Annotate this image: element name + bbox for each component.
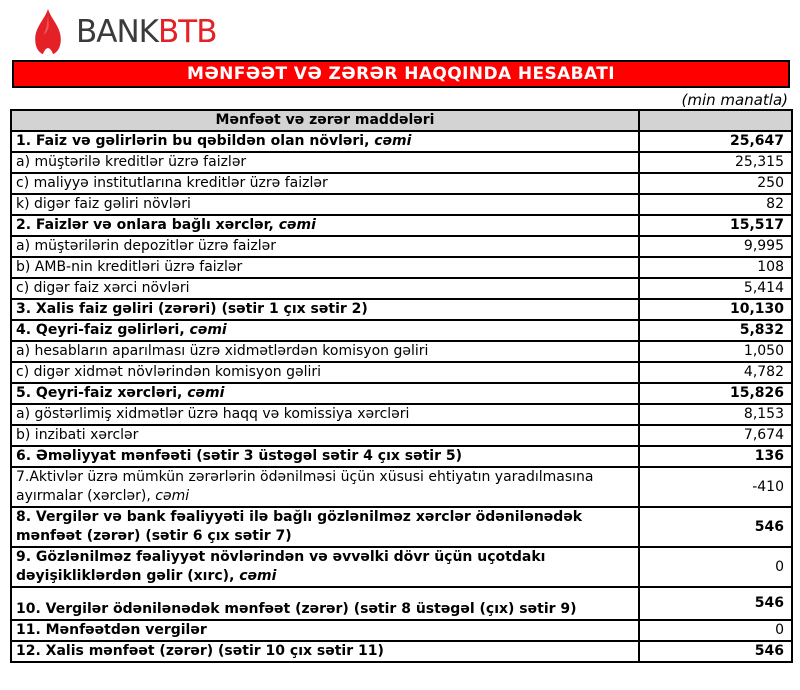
table-row: 1. Faiz və gəlirlərin bu qəbildən olan n…: [10, 130, 793, 153]
table-row: 5. Qeyri-faiz xərcləri, cəmi 15,826: [10, 382, 793, 405]
logo-bank-text: BANK: [76, 14, 159, 50]
page-header: BANKBTB: [0, 0, 800, 58]
table-row: 2. Faizlər və onlara bağlı xərclər, cəmi…: [10, 214, 793, 237]
row-value: 0: [638, 546, 793, 588]
row-label: k) digər faiz gəliri növləri: [10, 193, 640, 216]
table-row: 7.Aktivlər üzrə mümkün zərərlərin ödənil…: [10, 466, 793, 508]
row-value: 15,517: [638, 214, 793, 237]
row-label-suffix: cəmi: [234, 568, 277, 584]
unit-note: (min manatla): [681, 91, 788, 109]
logo-btb-text: BTB: [158, 14, 217, 50]
table-row: a) göstərlimiş xidmətlər üzrə haqq və ko…: [10, 403, 793, 426]
row-label: 5. Qeyri-faiz xərcləri, cəmi: [10, 382, 640, 405]
profit-loss-table: Mənfəət və zərər maddələri 1. Faiz və gə…: [10, 109, 793, 663]
row-value: 5,832: [638, 319, 793, 342]
bank-logo: BANKBTB: [30, 8, 217, 56]
pl-table-body: 1. Faiz və gəlirlərin bu qəbildən olan n…: [10, 130, 793, 663]
row-label: c) maliyyə institutlarına kreditlər üzrə…: [10, 172, 640, 195]
row-label: 8. Vergilər və bank fəaliyyəti ilə bağlı…: [10, 506, 640, 548]
table-row: c) digər faiz xərci növləri 5,414: [10, 277, 793, 300]
row-label: b) inzibati xərclər: [10, 424, 640, 447]
row-label-suffix: cəmi: [273, 217, 316, 233]
table-header-label: Mənfəət və zərər maddələri: [10, 109, 640, 132]
row-value: 7,674: [638, 424, 793, 447]
row-label: 11. Mənfəətdən vergilər: [10, 619, 640, 642]
table-row: 3. Xalis faiz gəliri (zərəri) (sətir 1 ç…: [10, 298, 793, 321]
row-label-suffix: cəmi: [369, 133, 412, 149]
row-label: 2. Faizlər və onlara bağlı xərclər, cəmi: [10, 214, 640, 237]
table-row: 8. Vergilər və bank fəaliyyəti ilə bağlı…: [10, 506, 793, 548]
table-row: 9. Gözlənilməz fəaliyyət növlərindən və …: [10, 546, 793, 588]
row-label: b) AMB-nin kreditləri üzrə faizlər: [10, 256, 640, 279]
table-row: a) hesabların aparılması üzrə xidmətlərd…: [10, 340, 793, 363]
table-row: c) digər xidmət növlərindən komisyon gəl…: [10, 361, 793, 384]
row-value: 0: [638, 619, 793, 642]
flame-icon: [35, 8, 61, 56]
row-value: 9,995: [638, 235, 793, 258]
row-value: 5,414: [638, 277, 793, 300]
table-row: c) maliyyə institutlarına kreditlər üzrə…: [10, 172, 793, 195]
table-header-value-empty: [638, 109, 793, 132]
row-value: 25,315: [638, 151, 793, 174]
row-value: 546: [638, 586, 793, 621]
row-label: 9. Gözlənilməz fəaliyyət növlərindən və …: [10, 546, 640, 588]
row-label: 7.Aktivlər üzrə mümkün zərərlərin ödənil…: [10, 466, 640, 508]
table-header-row: Mənfəət və zərər maddələri: [10, 109, 793, 132]
row-value: 25,647: [638, 130, 793, 153]
row-label: c) digər xidmət növlərindən komisyon gəl…: [10, 361, 640, 384]
row-value: 546: [638, 640, 793, 663]
table-row: 6. Əməliyyat mənfəəti (sətir 3 üstəgəl s…: [10, 445, 793, 468]
row-value: 1,050: [638, 340, 793, 363]
row-value: 546: [638, 506, 793, 548]
row-value: 82: [638, 193, 793, 216]
table-row: 4. Qeyri-faiz gəlirləri, cəmi 5,832: [10, 319, 793, 342]
row-label: 6. Əməliyyat mənfəəti (sətir 3 üstəgəl s…: [10, 445, 640, 468]
row-value: 4,782: [638, 361, 793, 384]
table-row: 11. Mənfəətdən vergilər 0: [10, 619, 793, 642]
table-row: b) AMB-nin kreditləri üzrə faizlər 108: [10, 256, 793, 279]
table-row: 10. Vergilər ödənilənədək mənfəət (zərər…: [10, 586, 793, 621]
row-value: 108: [638, 256, 793, 279]
row-label: c) digər faiz xərci növləri: [10, 277, 640, 300]
row-label: 3. Xalis faiz gəliri (zərəri) (sətir 1 ç…: [10, 298, 640, 321]
row-label: 12. Xalis mənfəət (zərər) (sətir 10 çıx …: [10, 640, 640, 663]
report-title-banner: MƏNFƏƏT VƏ ZƏRƏR HAQQINDA HESABATI: [12, 60, 790, 88]
table-row: 12. Xalis mənfəət (zərər) (sətir 10 çıx …: [10, 640, 793, 663]
row-label: a) hesabların aparılması üzrə xidmətlərd…: [10, 340, 640, 363]
table-row: b) inzibati xərclər 7,674: [10, 424, 793, 447]
row-value: -410: [638, 466, 793, 508]
row-label-suffix: cəmi: [184, 322, 227, 338]
row-value: 250: [638, 172, 793, 195]
table-row: a) müştərilə kreditlər üzrə faizlər 25,31…: [10, 151, 793, 174]
row-label-suffix: cəmi: [150, 488, 190, 504]
row-value: 15,826: [638, 382, 793, 405]
row-label-suffix: cəmi: [182, 385, 225, 401]
row-label: a) müştərilərin depozitlər üzrə faizlər: [10, 235, 640, 258]
row-value: 10,130: [638, 298, 793, 321]
row-value: 136: [638, 445, 793, 468]
row-value: 8,153: [638, 403, 793, 426]
row-label: 10. Vergilər ödənilənədək mənfəət (zərər…: [10, 586, 640, 621]
row-label: a) müştərilə kreditlər üzrə faizlər: [10, 151, 640, 174]
row-label: 4. Qeyri-faiz gəlirləri, cəmi: [10, 319, 640, 342]
table-row: k) digər faiz gəliri növləri 82: [10, 193, 793, 216]
logo-wordmark: BANKBTB: [76, 8, 217, 56]
row-label: 1. Faiz və gəlirlərin bu qəbildən olan n…: [10, 130, 640, 153]
table-row: a) müştərilərin depozitlər üzrə faizlər 9…: [10, 235, 793, 258]
row-label: a) göstərlimiş xidmətlər üzrə haqq və ko…: [10, 403, 640, 426]
report-title: MƏNFƏƏT VƏ ZƏRƏR HAQQINDA HESABATI: [187, 64, 615, 84]
